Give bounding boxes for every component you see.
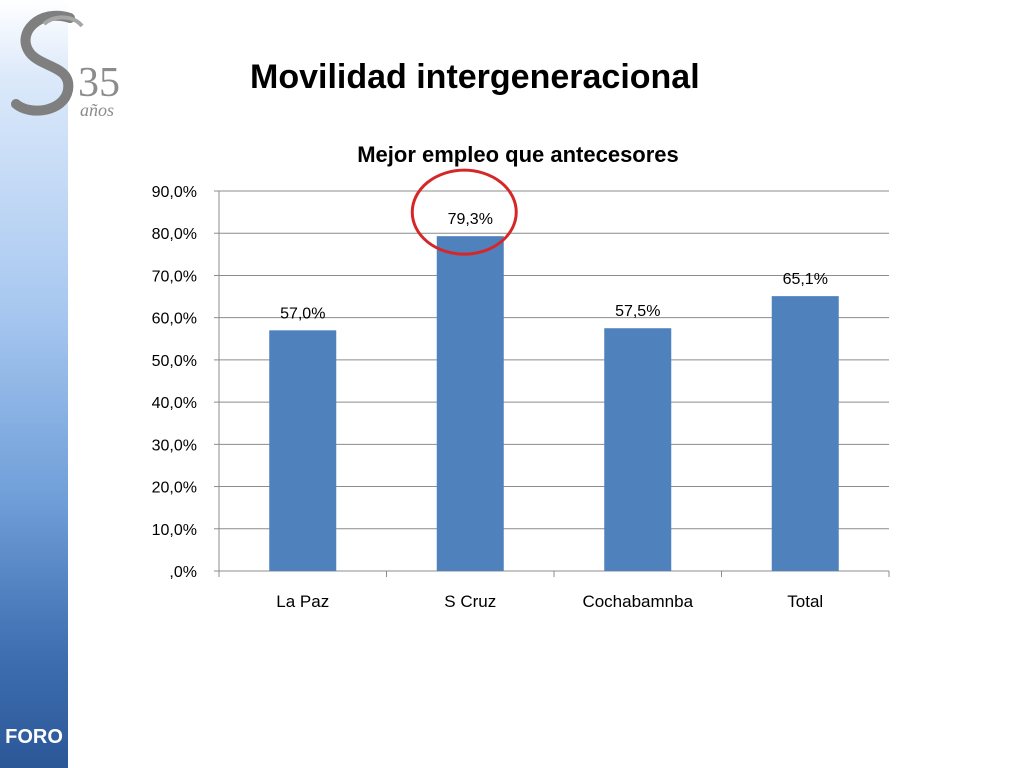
bar: [436, 236, 504, 571]
slide-title: Movilidad intergeneracional: [250, 58, 700, 96]
chart-title: Mejor empleo que antecesores: [357, 142, 679, 167]
bar: [604, 328, 672, 571]
x-tick-label: Total: [787, 592, 823, 611]
y-tick-label: 40,0%: [152, 395, 197, 412]
y-tick-label: 50,0%: [152, 353, 197, 370]
data-label: 57,0%: [280, 305, 325, 322]
highlight-circle: [410, 168, 518, 256]
bar: [269, 330, 337, 571]
axes: ,0% 10,0% 20,0% 30,0% 40,0% 50,0% 60,0% 70,0% 80…: [152, 184, 890, 581]
data-labels: 57,0% La Paz 79,3% S Cruz 57,5% Cochabamnba 65…: [276, 211, 828, 611]
y-tick-label: 30,0%: [152, 437, 197, 454]
y-tick-label: 90,0%: [152, 184, 197, 201]
y-tick-label: ,0%: [169, 564, 197, 581]
anniversary-logo: 35 años: [11, 10, 120, 120]
x-tick-label: Cochabamnba: [582, 592, 693, 611]
y-tick-label: 80,0%: [152, 226, 197, 243]
data-label: 57,5%: [615, 303, 660, 320]
x-tick-label: La Paz: [276, 592, 329, 611]
bars: [269, 236, 839, 571]
y-tick-label: 60,0%: [152, 311, 197, 328]
y-tick-label: 10,0%: [152, 522, 197, 539]
y-tick-label: 20,0%: [152, 480, 197, 497]
x-tick-label: S Cruz: [444, 592, 496, 611]
y-tick-label: 70,0%: [152, 268, 197, 285]
sidebar-label: FORO: [5, 726, 63, 748]
data-label: 65,1%: [783, 271, 828, 288]
svg-text:años: años: [80, 100, 114, 120]
data-label: 79,3%: [448, 211, 493, 228]
highlight-annotation: [410, 168, 518, 256]
svg-text:35: 35: [78, 60, 120, 106]
sidebar-gradient: [0, 0, 68, 768]
bar: [771, 296, 839, 571]
